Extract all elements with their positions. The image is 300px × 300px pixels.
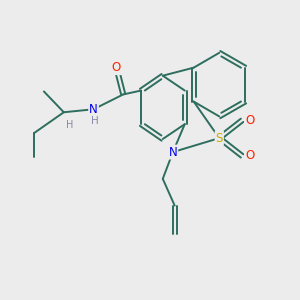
Text: H: H — [66, 120, 74, 130]
Text: S: S — [216, 132, 223, 145]
Text: O: O — [112, 61, 121, 74]
Text: H: H — [91, 116, 98, 126]
Text: N: N — [169, 146, 177, 159]
Text: N: N — [89, 103, 98, 116]
Text: O: O — [245, 149, 254, 162]
Text: O: O — [245, 114, 254, 127]
